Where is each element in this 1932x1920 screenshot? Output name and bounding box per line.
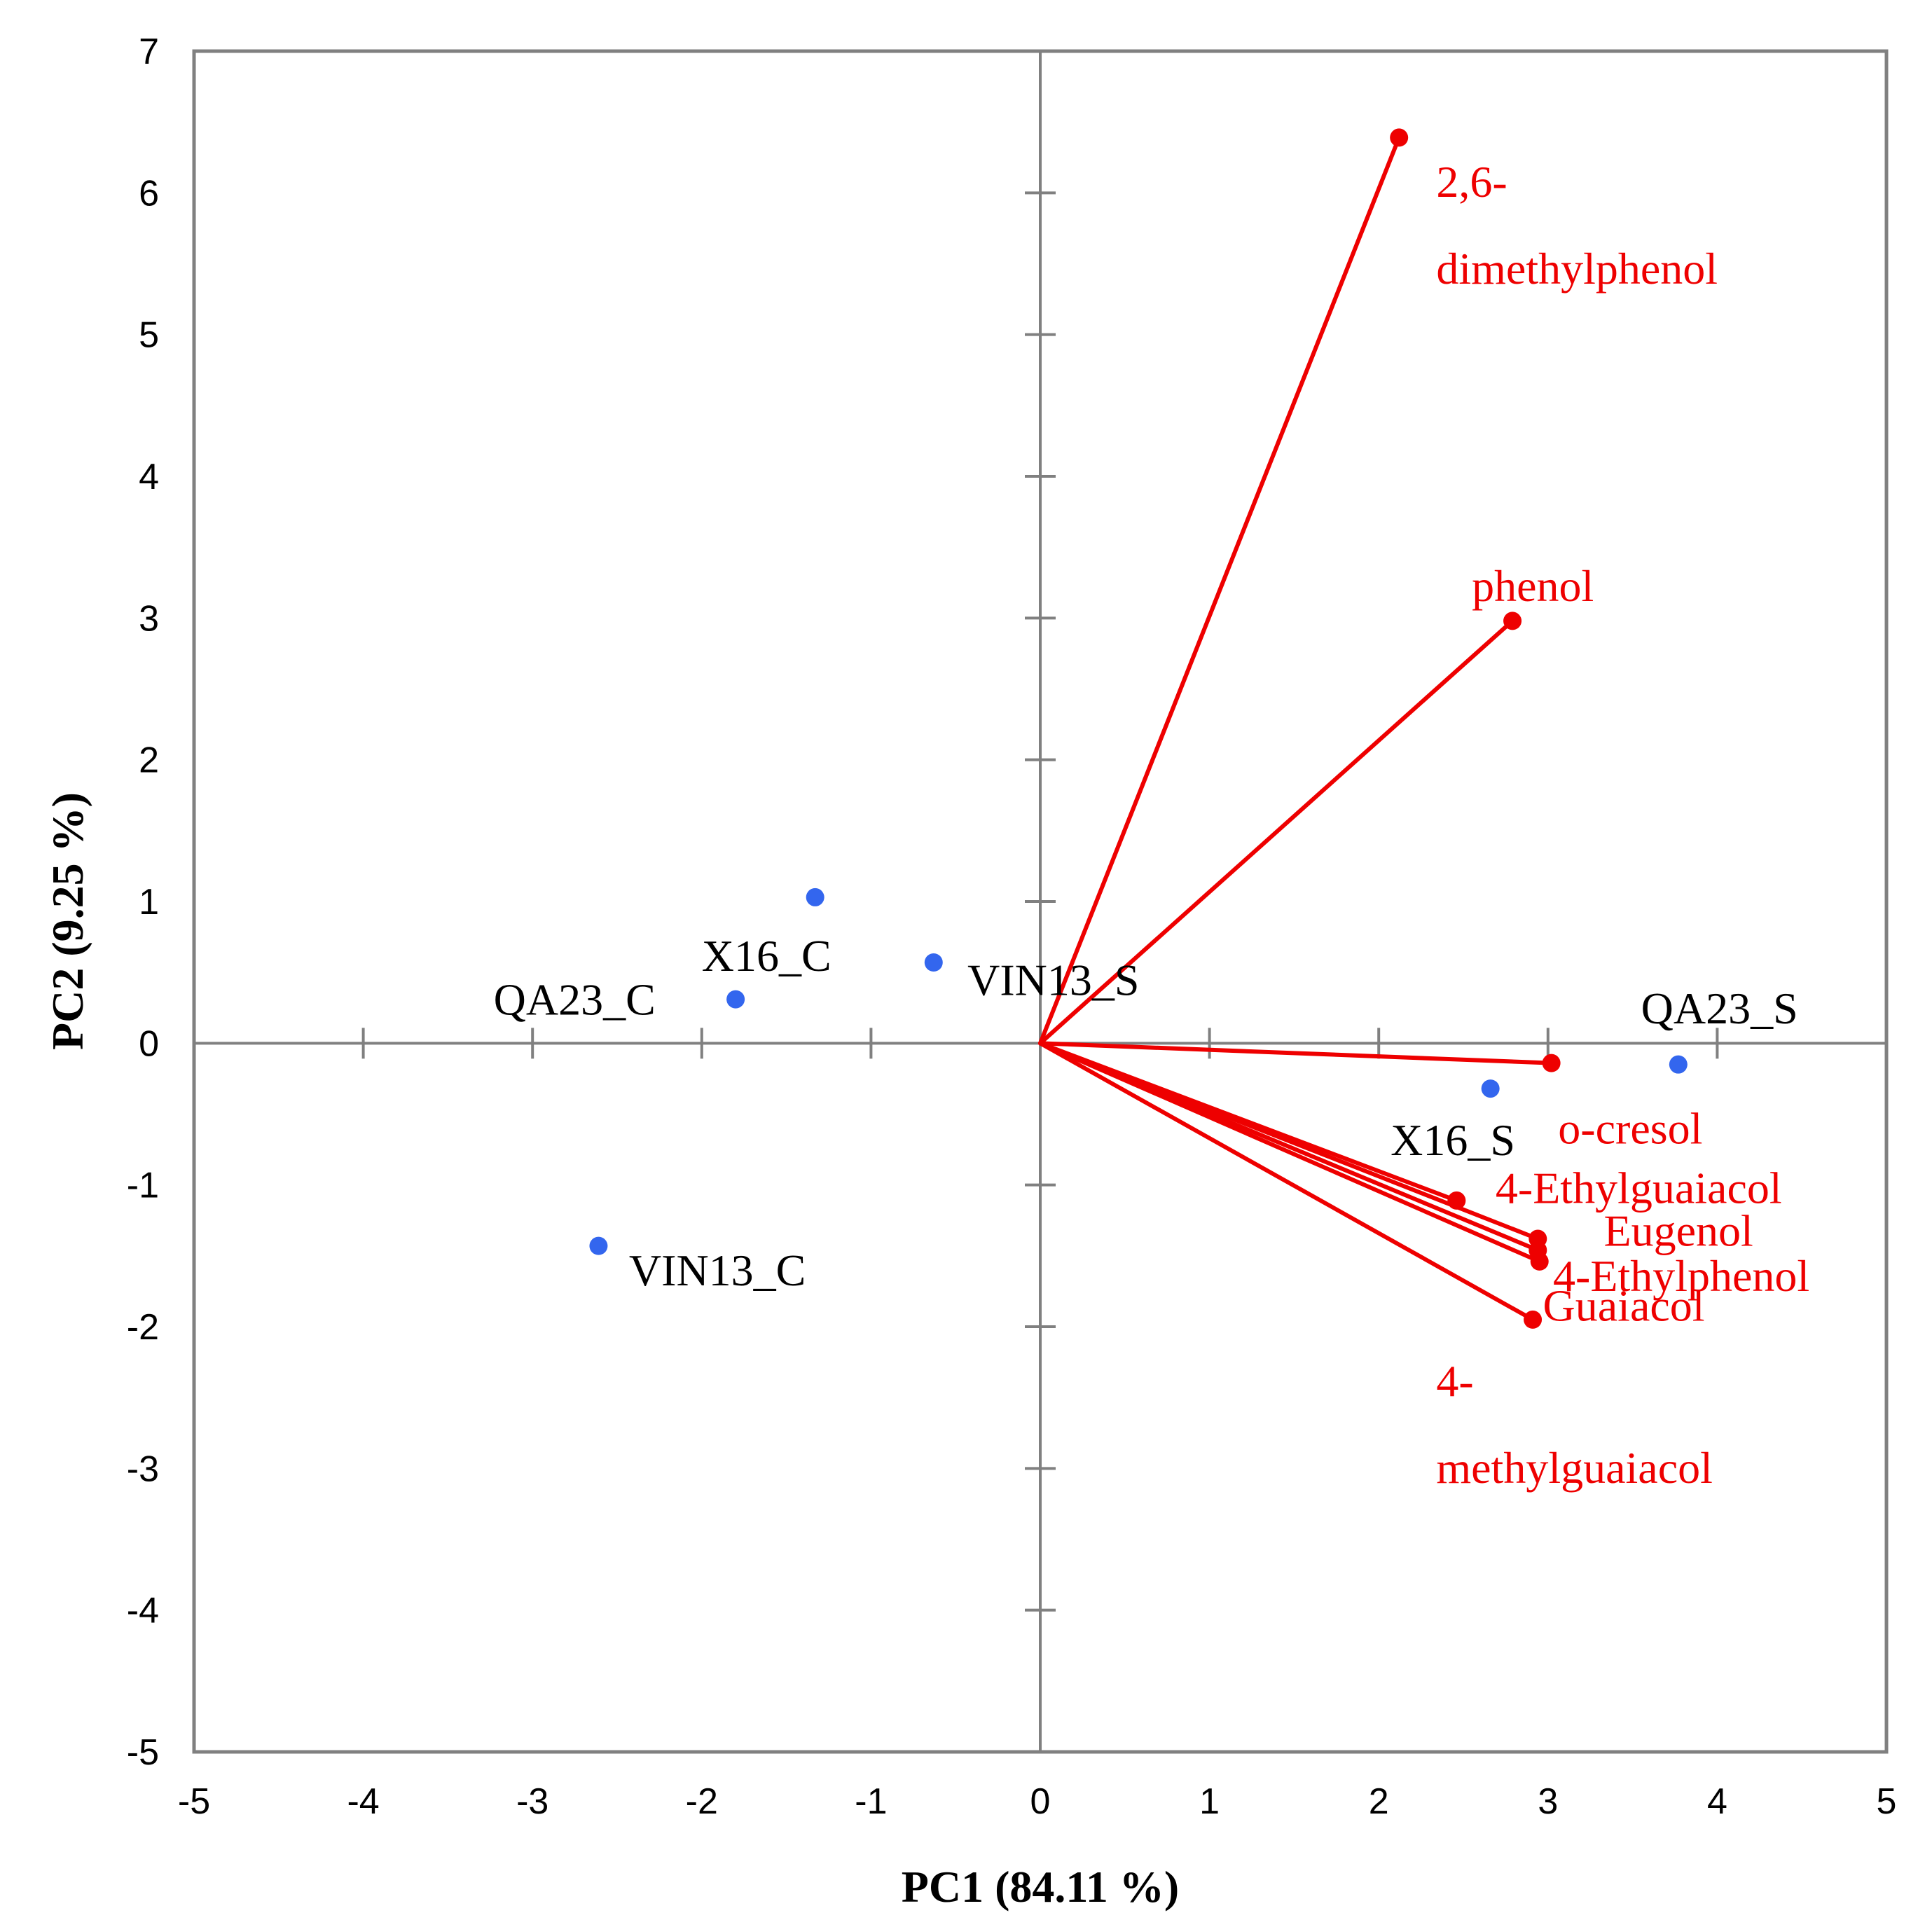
y-tick-label: -2: [127, 1307, 159, 1348]
x-tick-label: 5: [1877, 1781, 1897, 1822]
x-tick-label: 4: [1707, 1781, 1727, 1822]
x-tick-label: 0: [1030, 1781, 1051, 1822]
y-tick-label: 0: [139, 1023, 159, 1064]
y-tick-label: 5: [139, 315, 159, 356]
loading-point: [1503, 612, 1522, 630]
y-tick-label: -4: [127, 1591, 159, 1631]
sample-point: [589, 1236, 608, 1255]
variable-label: 4-Ethylguaiacol: [1496, 1163, 1782, 1213]
variable-label: 4-Ethylphenol: [1553, 1251, 1809, 1301]
x-tick-label: -1: [855, 1781, 887, 1822]
sample-label: QA23_S: [1641, 983, 1798, 1033]
loading-vector: [1038, 1041, 1536, 1322]
x-tick-label: 1: [1199, 1781, 1220, 1822]
x-tick-label: 3: [1538, 1781, 1558, 1822]
sample-point: [726, 990, 745, 1009]
x-tick-label: -3: [516, 1781, 548, 1822]
y-tick-label: 4: [139, 457, 159, 497]
y-tick-label: 6: [139, 173, 159, 214]
sample-point: [1481, 1079, 1500, 1098]
variable-label: 4-methylguaiacol: [1436, 1356, 1713, 1493]
sample-label: X16_C: [702, 931, 832, 981]
variable-label: Eugenol: [1604, 1206, 1753, 1255]
variable-label: phenol: [1472, 561, 1594, 611]
variable-label: 2,6-dimethylphenol: [1436, 157, 1718, 293]
sample-point: [1669, 1055, 1688, 1074]
sample-label: QA23_C: [494, 975, 656, 1025]
sample-label: X16_S: [1391, 1115, 1515, 1165]
variable-label: o-cresol: [1558, 1104, 1702, 1154]
y-tick-label: 7: [139, 32, 159, 72]
loading-point: [1542, 1054, 1561, 1072]
y-tick-label: 1: [139, 882, 159, 923]
x-axis-title: PC1 (84.11 %): [902, 1862, 1179, 1912]
x-tick-label: -5: [178, 1781, 210, 1822]
x-tick-label: -4: [347, 1781, 379, 1822]
y-tick-label: 2: [139, 740, 159, 781]
y-tick-label: -5: [127, 1732, 159, 1773]
y-tick-label: -1: [127, 1166, 159, 1206]
y-axis-title: PC2 (9.25 %): [43, 792, 92, 1050]
y-tick-label: -3: [127, 1449, 159, 1489]
x-tick-label: 2: [1369, 1781, 1389, 1822]
sample-point: [806, 888, 824, 906]
sample-point: [924, 953, 943, 972]
loading-vector: [1038, 1041, 1540, 1252]
loading-point: [1524, 1310, 1543, 1329]
sample-label: VIN13_C: [629, 1245, 806, 1295]
loading-vector: [1038, 619, 1515, 1046]
loading-point: [1390, 128, 1409, 147]
variable-label: Guaiacol: [1543, 1281, 1705, 1331]
loading-vector: [1038, 1041, 1554, 1065]
y-tick-label: 3: [139, 598, 159, 639]
sample-label: VIN13_S: [967, 955, 1139, 1004]
x-tick-label: -2: [686, 1781, 718, 1822]
loading-point: [1529, 1241, 1547, 1259]
loading-vector: [1038, 135, 1402, 1046]
